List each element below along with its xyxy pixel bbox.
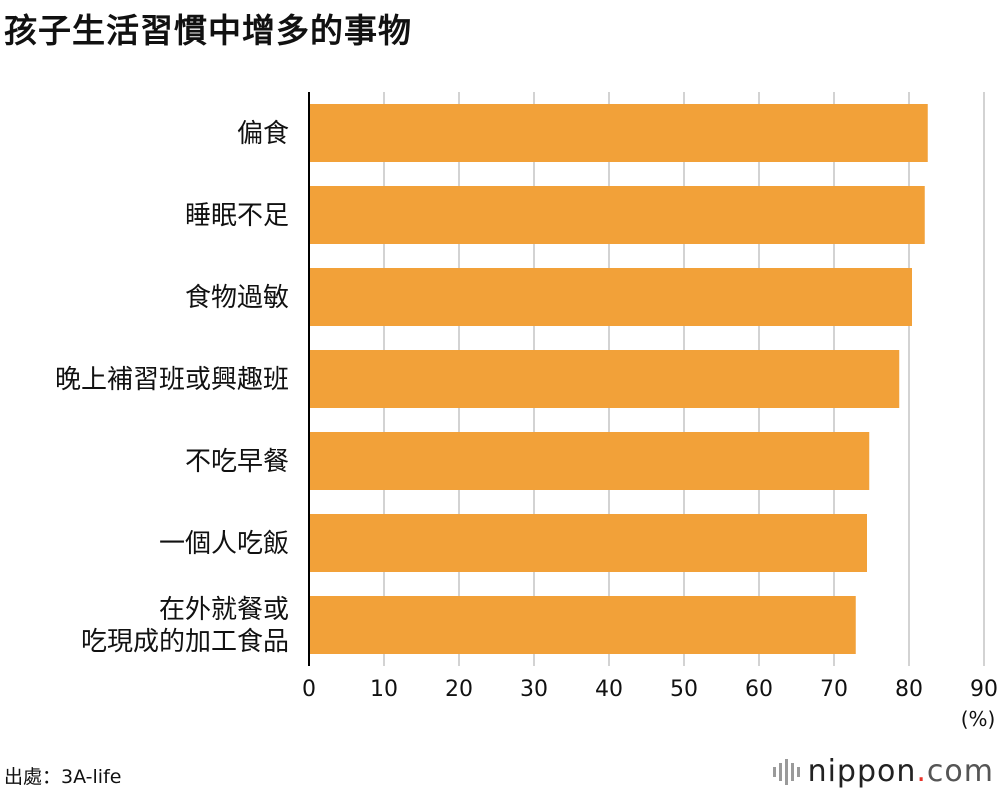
chart-title: 孩子生活習慣中增多的事物 <box>4 11 412 50</box>
x-axis-unit: (%) <box>961 707 996 731</box>
x-tick-label: 10 <box>370 677 398 702</box>
bar <box>309 596 856 654</box>
bar <box>309 104 928 162</box>
category-label: 在外就餐或 <box>159 595 289 625</box>
bar <box>309 432 870 490</box>
x-tick-label: 50 <box>670 677 698 702</box>
nippon-logo: nippon.com <box>772 754 994 789</box>
bar <box>309 350 900 408</box>
x-tick-label: 30 <box>520 677 548 702</box>
logo-name: nippon <box>807 754 917 789</box>
x-tick-label: 40 <box>595 677 623 702</box>
x-tick-label: 60 <box>745 677 773 702</box>
x-tick-label: 20 <box>445 677 473 702</box>
category-label: 睡眠不足 <box>185 201 289 231</box>
x-tick-label: 80 <box>895 677 923 702</box>
logo-bars-icon <box>772 758 800 785</box>
logo-dot: . <box>916 754 927 789</box>
x-tick-label: 90 <box>970 677 998 702</box>
x-axis-ticks: 0 10 20 30 40 50 60 70 80 90 <box>302 677 998 702</box>
bar <box>309 268 912 326</box>
x-tick-label: 70 <box>820 677 848 702</box>
bar <box>309 514 867 572</box>
bars <box>309 104 928 654</box>
logo-tld: com <box>926 754 994 789</box>
category-label: 不吃早餐 <box>185 447 289 477</box>
category-labels: 偏食睡眠不足食物過敏晚上補習班或興趣班不吃早餐一個人吃飯在外就餐或吃現成的加工食… <box>55 119 289 657</box>
category-label: 食物過敏 <box>185 283 289 313</box>
x-tick-label: 0 <box>302 677 316 702</box>
category-label: 偏食 <box>237 119 289 149</box>
category-label: 晚上補習班或興趣班 <box>55 365 289 395</box>
bar <box>309 186 925 244</box>
category-label: 吃現成的加工食品 <box>81 627 289 657</box>
bar-chart: 偏食睡眠不足食物過敏晚上補習班或興趣班不吃早餐一個人吃飯在外就餐或吃現成的加工食… <box>55 92 998 731</box>
source-note: 出處：3A-life <box>4 766 122 788</box>
category-label: 一個人吃飯 <box>159 529 289 559</box>
